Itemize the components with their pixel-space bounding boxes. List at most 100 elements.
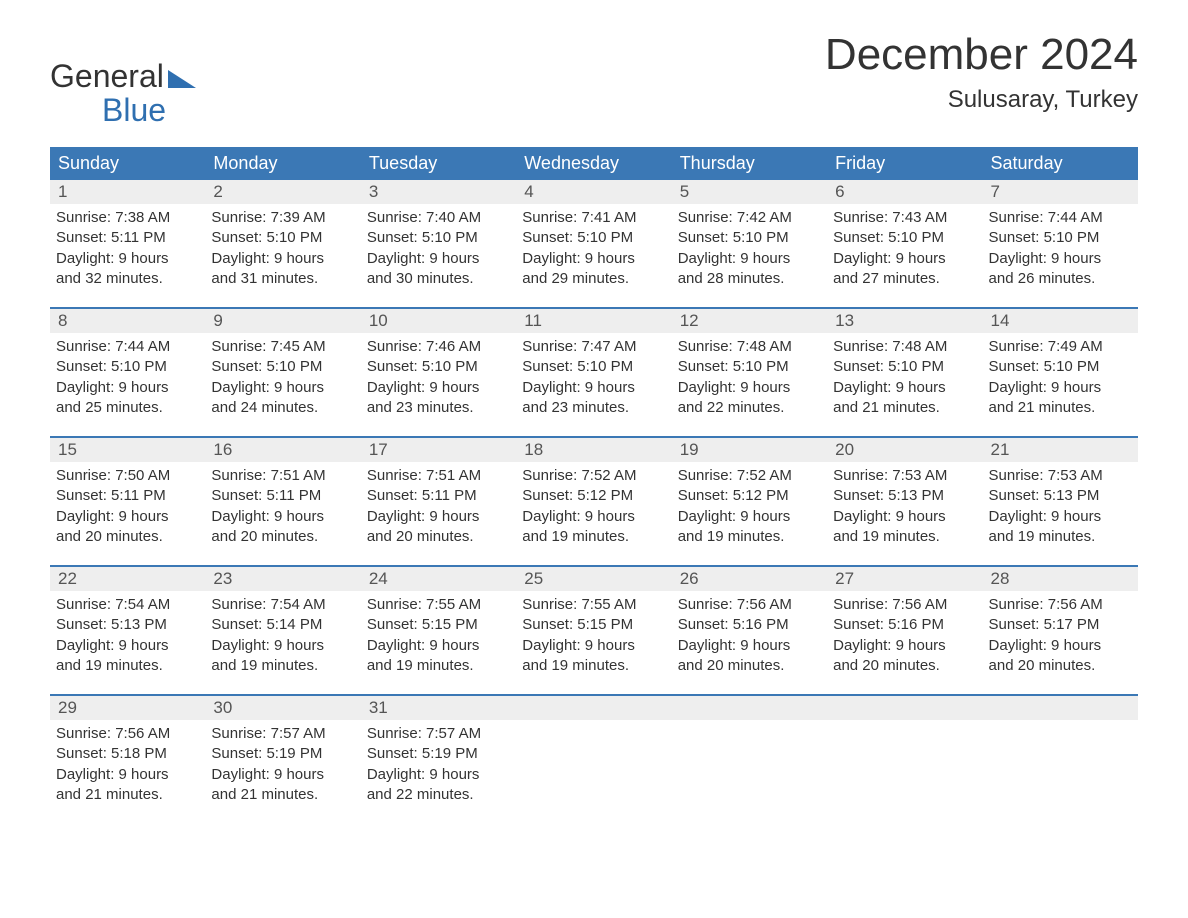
daylight-2: and 28 minutes. <box>678 269 821 289</box>
sunrise-text: Sunrise: 7:44 AM <box>56 337 199 357</box>
day-number <box>983 696 1138 720</box>
daylight-1: Daylight: 9 hours <box>367 636 510 656</box>
daylight-1: Daylight: 9 hours <box>367 765 510 785</box>
daylight-1: Daylight: 9 hours <box>367 378 510 398</box>
day-body: Sunrise: 7:49 AMSunset: 5:10 PMDaylight:… <box>983 333 1138 418</box>
day-cell: 9Sunrise: 7:45 AMSunset: 5:10 PMDaylight… <box>205 309 360 418</box>
logo: General Blue <box>50 30 196 127</box>
day-number: 30 <box>205 696 360 720</box>
sunrise-text: Sunrise: 7:52 AM <box>678 466 821 486</box>
day-body: Sunrise: 7:38 AMSunset: 5:11 PMDaylight:… <box>50 204 205 289</box>
day-body: Sunrise: 7:53 AMSunset: 5:13 PMDaylight:… <box>983 462 1138 547</box>
daylight-2: and 19 minutes. <box>833 527 976 547</box>
daylight-2: and 29 minutes. <box>522 269 665 289</box>
day-header: Tuesday <box>361 147 516 180</box>
daylight-1: Daylight: 9 hours <box>833 636 976 656</box>
day-body: Sunrise: 7:56 AMSunset: 5:18 PMDaylight:… <box>50 720 205 805</box>
calendar: SundayMondayTuesdayWednesdayThursdayFrid… <box>50 147 1138 805</box>
day-number <box>672 696 827 720</box>
sunset-text: Sunset: 5:10 PM <box>211 228 354 248</box>
daylight-1: Daylight: 9 hours <box>522 636 665 656</box>
sunset-text: Sunset: 5:11 PM <box>367 486 510 506</box>
day-number: 31 <box>361 696 516 720</box>
month-title: December 2024 <box>825 30 1138 80</box>
daylight-2: and 27 minutes. <box>833 269 976 289</box>
daylight-1: Daylight: 9 hours <box>211 378 354 398</box>
day-body: Sunrise: 7:52 AMSunset: 5:12 PMDaylight:… <box>516 462 671 547</box>
sunrise-text: Sunrise: 7:48 AM <box>833 337 976 357</box>
sunrise-text: Sunrise: 7:50 AM <box>56 466 199 486</box>
day-header: Wednesday <box>516 147 671 180</box>
sunset-text: Sunset: 5:10 PM <box>989 228 1132 248</box>
day-number: 19 <box>672 438 827 462</box>
daylight-1: Daylight: 9 hours <box>678 636 821 656</box>
daylight-1: Daylight: 9 hours <box>833 249 976 269</box>
sunset-text: Sunset: 5:10 PM <box>522 228 665 248</box>
day-cell: 16Sunrise: 7:51 AMSunset: 5:11 PMDayligh… <box>205 438 360 547</box>
day-cell: 11Sunrise: 7:47 AMSunset: 5:10 PMDayligh… <box>516 309 671 418</box>
sunset-text: Sunset: 5:12 PM <box>678 486 821 506</box>
day-number: 3 <box>361 180 516 204</box>
daylight-1: Daylight: 9 hours <box>522 249 665 269</box>
day-body: Sunrise: 7:56 AMSunset: 5:17 PMDaylight:… <box>983 591 1138 676</box>
day-header: Friday <box>827 147 982 180</box>
day-body: Sunrise: 7:57 AMSunset: 5:19 PMDaylight:… <box>205 720 360 805</box>
sunrise-text: Sunrise: 7:57 AM <box>211 724 354 744</box>
day-cell: 3Sunrise: 7:40 AMSunset: 5:10 PMDaylight… <box>361 180 516 289</box>
day-cell: 18Sunrise: 7:52 AMSunset: 5:12 PMDayligh… <box>516 438 671 547</box>
sunrise-text: Sunrise: 7:42 AM <box>678 208 821 228</box>
location: Sulusaray, Turkey <box>825 86 1138 114</box>
sunset-text: Sunset: 5:13 PM <box>989 486 1132 506</box>
sunset-text: Sunset: 5:19 PM <box>367 744 510 764</box>
sunrise-text: Sunrise: 7:51 AM <box>211 466 354 486</box>
daylight-1: Daylight: 9 hours <box>211 507 354 527</box>
daylight-1: Daylight: 9 hours <box>989 378 1132 398</box>
sunrise-text: Sunrise: 7:55 AM <box>367 595 510 615</box>
sunset-text: Sunset: 5:10 PM <box>367 228 510 248</box>
daylight-2: and 19 minutes. <box>56 656 199 676</box>
daylight-2: and 20 minutes. <box>211 527 354 547</box>
day-body: Sunrise: 7:56 AMSunset: 5:16 PMDaylight:… <box>827 591 982 676</box>
daylight-1: Daylight: 9 hours <box>833 507 976 527</box>
daylight-2: and 19 minutes. <box>367 656 510 676</box>
sunrise-text: Sunrise: 7:56 AM <box>989 595 1132 615</box>
sunrise-text: Sunrise: 7:52 AM <box>522 466 665 486</box>
day-header: Monday <box>205 147 360 180</box>
sunset-text: Sunset: 5:18 PM <box>56 744 199 764</box>
day-body: Sunrise: 7:41 AMSunset: 5:10 PMDaylight:… <box>516 204 671 289</box>
week-row: 1Sunrise: 7:38 AMSunset: 5:11 PMDaylight… <box>50 180 1138 289</box>
day-number: 10 <box>361 309 516 333</box>
week-row: 8Sunrise: 7:44 AMSunset: 5:10 PMDaylight… <box>50 307 1138 418</box>
day-body: Sunrise: 7:44 AMSunset: 5:10 PMDaylight:… <box>983 204 1138 289</box>
daylight-2: and 23 minutes. <box>522 398 665 418</box>
day-body: Sunrise: 7:42 AMSunset: 5:10 PMDaylight:… <box>672 204 827 289</box>
daylight-2: and 23 minutes. <box>367 398 510 418</box>
daylight-2: and 19 minutes. <box>211 656 354 676</box>
daylight-1: Daylight: 9 hours <box>367 249 510 269</box>
logo-line2: Blue <box>50 94 196 128</box>
day-cell: 21Sunrise: 7:53 AMSunset: 5:13 PMDayligh… <box>983 438 1138 547</box>
day-cell: 4Sunrise: 7:41 AMSunset: 5:10 PMDaylight… <box>516 180 671 289</box>
day-number: 28 <box>983 567 1138 591</box>
daylight-1: Daylight: 9 hours <box>833 378 976 398</box>
day-body: Sunrise: 7:50 AMSunset: 5:11 PMDaylight:… <box>50 462 205 547</box>
sunset-text: Sunset: 5:16 PM <box>833 615 976 635</box>
day-cell: 28Sunrise: 7:56 AMSunset: 5:17 PMDayligh… <box>983 567 1138 676</box>
sunrise-text: Sunrise: 7:49 AM <box>989 337 1132 357</box>
daylight-1: Daylight: 9 hours <box>211 249 354 269</box>
day-cell: 27Sunrise: 7:56 AMSunset: 5:16 PMDayligh… <box>827 567 982 676</box>
day-number: 23 <box>205 567 360 591</box>
daylight-2: and 26 minutes. <box>989 269 1132 289</box>
daylight-2: and 22 minutes. <box>367 785 510 805</box>
sunrise-text: Sunrise: 7:53 AM <box>833 466 976 486</box>
day-cell: 20Sunrise: 7:53 AMSunset: 5:13 PMDayligh… <box>827 438 982 547</box>
day-body: Sunrise: 7:39 AMSunset: 5:10 PMDaylight:… <box>205 204 360 289</box>
day-number: 2 <box>205 180 360 204</box>
daylight-2: and 21 minutes. <box>989 398 1132 418</box>
daylight-1: Daylight: 9 hours <box>989 507 1132 527</box>
day-number: 20 <box>827 438 982 462</box>
sunrise-text: Sunrise: 7:54 AM <box>56 595 199 615</box>
day-cell: 23Sunrise: 7:54 AMSunset: 5:14 PMDayligh… <box>205 567 360 676</box>
daylight-2: and 31 minutes. <box>211 269 354 289</box>
day-cell: 6Sunrise: 7:43 AMSunset: 5:10 PMDaylight… <box>827 180 982 289</box>
